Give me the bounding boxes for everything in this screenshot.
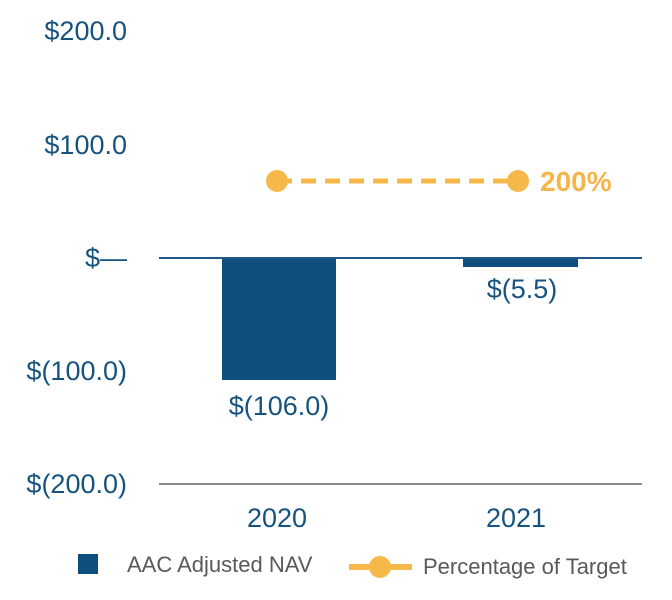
legend-label-aac-adjusted-nav: AAC Adjusted NAV: [127, 552, 313, 577]
x-tick-2020: 2020: [246, 503, 308, 533]
bar-2020: [222, 259, 336, 380]
x-tick-2021: 2021: [485, 503, 547, 533]
bottom-axis-line: [159, 483, 642, 485]
y-tick-neg-100: $(100.0): [26, 356, 127, 386]
line-marker-2020-icon: [266, 170, 288, 192]
legend-line-marker-icon: [369, 556, 391, 578]
y-tick-zero: $—: [84, 243, 127, 273]
bar-legend-swatch-icon: [78, 554, 98, 574]
bar-data-label-2021: $(5.5): [486, 274, 558, 304]
y-tick-100: $100.0: [44, 130, 127, 160]
bar-2021: [463, 259, 578, 267]
line-marker-2021-icon: [507, 170, 529, 192]
y-tick-200: $200.0: [44, 16, 127, 46]
legend-label-percentage-of-target: Percentage of Target: [423, 554, 627, 579]
zero-baseline: [159, 257, 642, 259]
y-tick-neg-200: $(200.0): [26, 469, 127, 499]
percentage-data-label: 200%: [540, 166, 612, 197]
bar-data-label-2020: $(106.0): [228, 391, 330, 421]
